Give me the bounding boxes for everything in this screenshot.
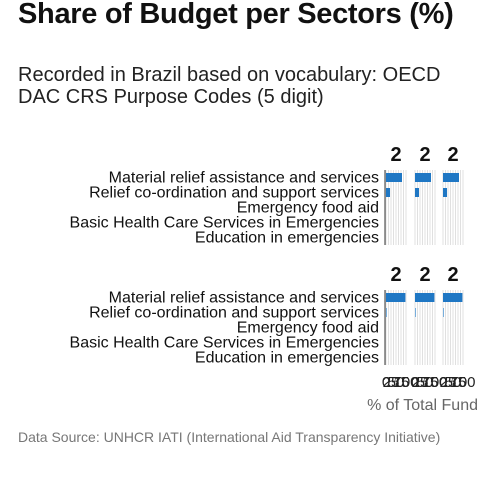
x-tick-label: 50 — [388, 374, 405, 391]
x-tick-label: 75 — [450, 374, 467, 391]
facet-label: 2 — [419, 264, 430, 286]
x-tick-label: 25 — [412, 374, 429, 391]
bar — [443, 188, 447, 197]
bar — [415, 173, 431, 182]
bar — [415, 188, 419, 197]
x-axis-title: % of Total Fund — [367, 397, 478, 414]
category-label: Basic Health Care Services in Emergencie… — [70, 215, 379, 232]
x-tick-label: 75 — [422, 374, 439, 391]
x-tick-label: 50 — [417, 374, 434, 391]
x-tick-label: 75 — [393, 374, 410, 391]
facet-label: 2 — [447, 144, 458, 166]
bar — [386, 293, 406, 302]
category-label: Emergency food aid — [237, 320, 379, 337]
bar — [415, 293, 435, 302]
x-tick-label: 25 — [440, 374, 457, 391]
category-label: Material relief assistance and services — [109, 290, 379, 307]
category-label: Education in emergencies — [195, 230, 379, 247]
facet-label: 2 — [447, 264, 458, 286]
x-tick-label: 0 — [439, 374, 447, 391]
data-source-caption: Data Source: UNHCR IATI (International A… — [18, 429, 441, 445]
x-tick-label: 0 — [411, 374, 419, 391]
category-label: Material relief assistance and services — [109, 170, 379, 187]
x-tick-label: 50 — [445, 374, 462, 391]
bar — [443, 173, 459, 182]
facet-label: 2 — [390, 264, 401, 286]
category-label: Emergency food aid — [237, 200, 379, 217]
category-label: Relief co-ordination and support service… — [89, 305, 379, 322]
chart-subtitle: Recorded in Brazil based on vocabulary: … — [18, 64, 441, 108]
category-label: Basic Health Care Services in Emergencie… — [70, 335, 379, 352]
x-tick-label: 25 — [383, 374, 400, 391]
bar — [386, 173, 402, 182]
bar — [443, 308, 444, 317]
bar — [386, 308, 387, 317]
facet-label: 2 — [419, 144, 430, 166]
category-label: Education in emergencies — [195, 350, 379, 367]
x-tick-label: 100 — [422, 374, 447, 391]
bar — [386, 188, 390, 197]
x-tick-label: 100 — [450, 374, 475, 391]
bar — [415, 308, 416, 317]
facet-label: 2 — [390, 144, 401, 166]
x-tick-label: 0 — [382, 374, 390, 391]
x-tick-label: 100 — [393, 374, 418, 391]
bar — [443, 293, 463, 302]
chart-title: Share of Budget per Sectors (%) — [18, 0, 454, 30]
category-label: Relief co-ordination and support service… — [89, 185, 379, 202]
